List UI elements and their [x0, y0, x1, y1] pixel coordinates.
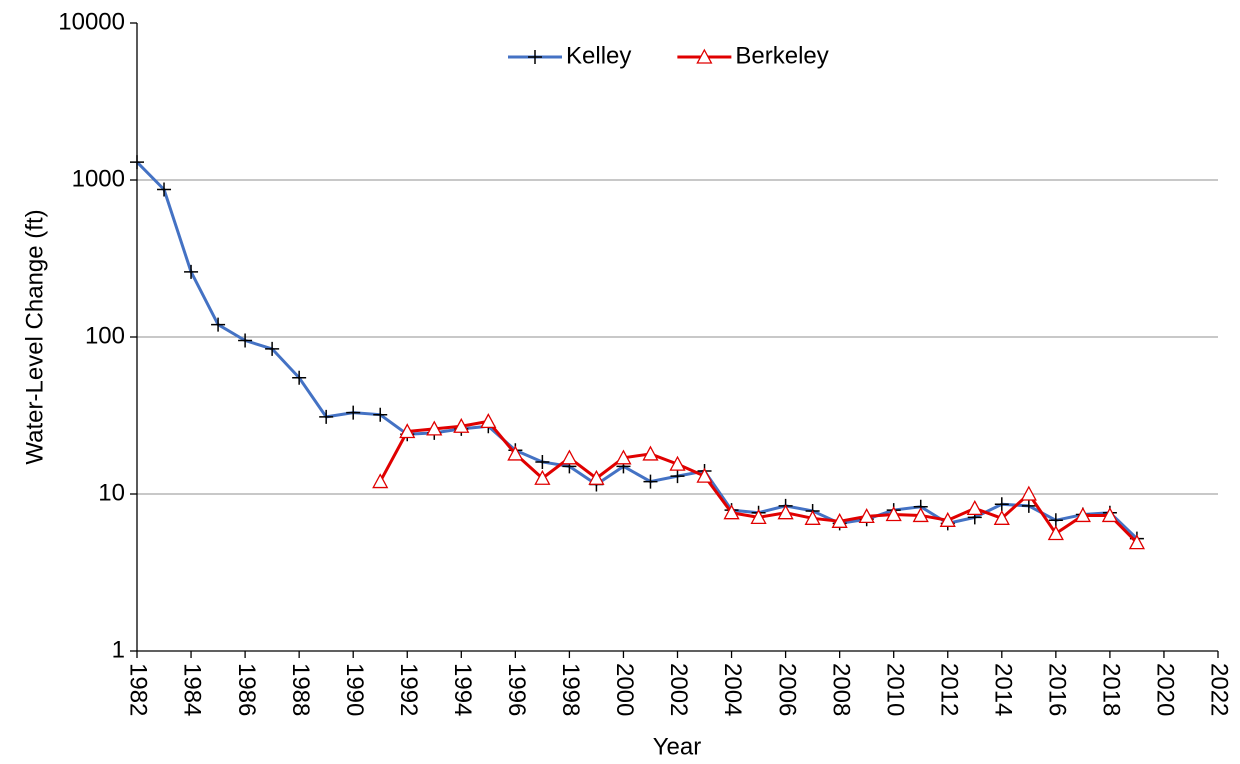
point	[939, 511, 956, 527]
point	[292, 370, 307, 385]
legend-marker	[696, 48, 713, 64]
point	[831, 512, 848, 528]
x-tick-label: 2006	[773, 663, 800, 716]
y-tick-label: 1	[112, 636, 125, 663]
y-tick-label: 100	[85, 322, 125, 349]
point	[480, 413, 497, 429]
point	[373, 407, 388, 422]
point	[238, 333, 253, 348]
point	[507, 445, 524, 461]
y-tick-label: 1000	[72, 165, 125, 192]
x-tick-label: 1992	[395, 663, 422, 716]
y-tick-label: 10	[98, 479, 125, 506]
x-tick-label: 2008	[827, 663, 854, 716]
legend-label: Berkeley	[735, 42, 828, 69]
point	[1020, 485, 1037, 501]
point	[535, 454, 550, 469]
y-tick-label: 10000	[58, 8, 125, 35]
x-tick-label: 2012	[935, 663, 962, 716]
x-tick-label: 2010	[881, 663, 908, 716]
point	[750, 508, 767, 525]
point	[858, 508, 875, 524]
point	[1047, 525, 1064, 541]
point	[670, 469, 685, 484]
point	[184, 264, 199, 279]
x-tick-label: 2018	[1098, 663, 1125, 716]
series-line	[135, 161, 1138, 540]
point	[723, 504, 740, 520]
legend-label: Kelley	[566, 42, 631, 69]
x-axis-label: Year	[653, 733, 702, 760]
x-tick-label: 1984	[179, 663, 206, 716]
x-tick-label: 2002	[665, 663, 692, 716]
point	[993, 509, 1010, 525]
point	[642, 445, 659, 461]
point	[426, 420, 443, 436]
point	[319, 409, 334, 424]
legend-marker	[528, 50, 542, 64]
point	[1101, 507, 1118, 523]
x-tick-label: 1982	[125, 663, 152, 716]
point	[453, 417, 470, 433]
x-tick-label: 2022	[1206, 663, 1233, 716]
point	[615, 449, 632, 465]
x-tick-label: 2016	[1044, 663, 1071, 716]
x-tick-label: 2004	[719, 663, 746, 716]
point	[1074, 507, 1091, 523]
point	[265, 341, 280, 356]
point	[561, 449, 578, 465]
point	[211, 317, 226, 332]
x-tick-label: 2014	[989, 663, 1016, 716]
x-tick-label: 1990	[341, 663, 368, 716]
series-line	[378, 419, 1138, 544]
x-tick-label: 2020	[1152, 663, 1179, 716]
point	[966, 499, 983, 516]
point	[346, 405, 361, 420]
point	[777, 504, 794, 520]
point	[994, 497, 1009, 512]
point	[399, 423, 416, 439]
point	[696, 467, 713, 483]
x-tick-label: 1988	[287, 663, 314, 716]
point	[130, 155, 144, 170]
point	[804, 509, 821, 525]
point	[157, 182, 172, 197]
point	[1128, 534, 1146, 550]
point	[669, 455, 686, 471]
x-tick-label: 1998	[557, 663, 584, 716]
point	[912, 507, 929, 523]
x-tick-label: 1996	[503, 663, 530, 716]
point	[534, 469, 551, 485]
point	[1021, 498, 1036, 513]
y-axis-label: Water-Level Change (ft)	[21, 209, 48, 464]
point	[1048, 513, 1063, 528]
point	[588, 469, 605, 485]
x-tick-label: 1986	[233, 663, 260, 716]
point	[885, 506, 902, 522]
x-tick-label: 2000	[611, 663, 638, 716]
point	[643, 474, 658, 489]
x-tick-label: 1994	[449, 663, 476, 716]
point	[372, 473, 389, 489]
